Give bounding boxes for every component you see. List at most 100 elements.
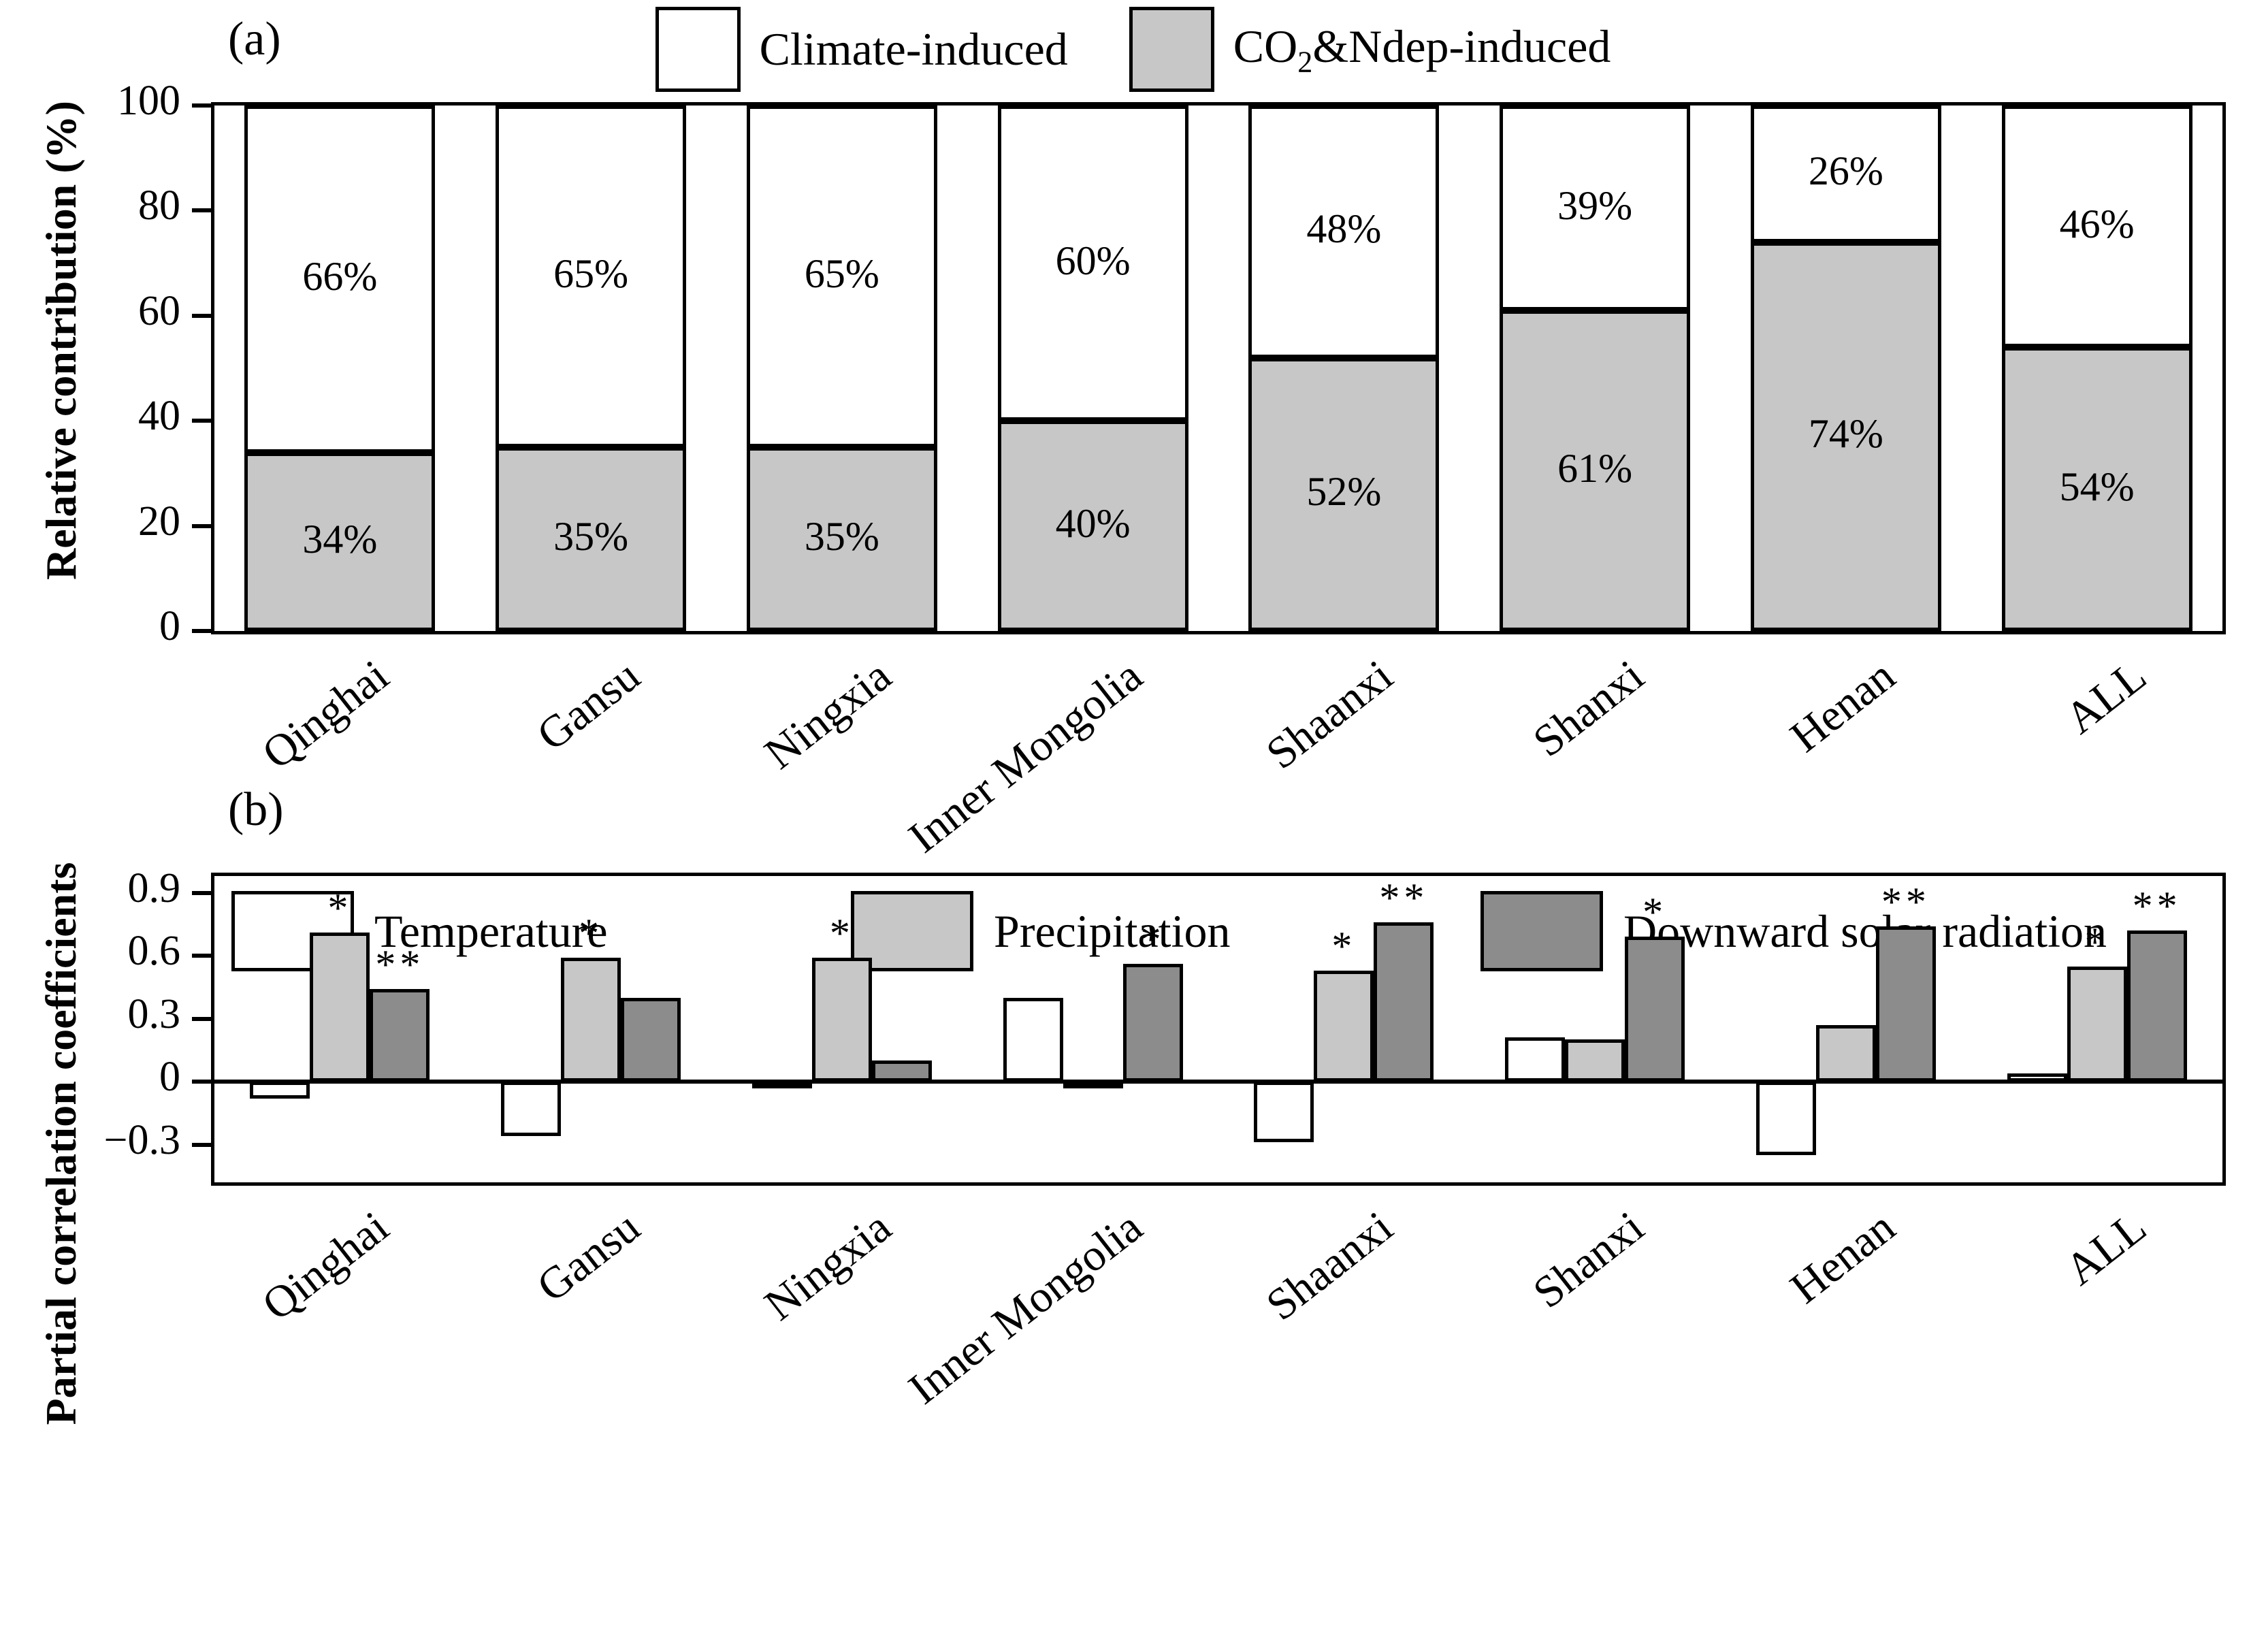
y-tick-label: 0.6 xyxy=(127,928,181,975)
co2ndep-value-label-4: 52% xyxy=(1306,469,1382,515)
legend-item-climate-induced: Climate-induced xyxy=(655,7,1068,92)
bar-co2ndep-6 xyxy=(1750,242,1941,631)
bar-precipitation-2 xyxy=(811,958,872,1082)
y-tick-mark xyxy=(192,1142,211,1147)
bar-downward-solar-radiation-0 xyxy=(370,989,430,1082)
significance-marker-5-2: * xyxy=(1642,890,1668,935)
co2ndep-value-label-6: 74% xyxy=(1808,411,1883,457)
climate-value-label-4: 48% xyxy=(1306,206,1382,252)
bar-precipitation-6 xyxy=(1815,1024,1876,1082)
bar-temperature-4 xyxy=(1254,1082,1314,1143)
precipitation-swatch xyxy=(851,891,973,971)
bar-co2ndep-3 xyxy=(997,421,1188,631)
bar-temperature-3 xyxy=(1003,997,1063,1082)
bar-temperature-0 xyxy=(250,1082,310,1099)
bar-downward-solar-radiation-2 xyxy=(871,1060,932,1082)
bar-downward-solar-radiation-1 xyxy=(621,997,681,1082)
y-tick-mark xyxy=(192,523,211,528)
panel-b-plot: Temperature Precipitation Downward solar… xyxy=(104,865,2226,1414)
y-tick-mark xyxy=(192,313,211,318)
y-tick-mark xyxy=(192,1080,211,1084)
significance-marker-4-1: * xyxy=(1331,923,1357,969)
y-tick-mark xyxy=(192,954,211,958)
bar-precipitation-4 xyxy=(1314,970,1374,1082)
y-tick-mark xyxy=(192,629,211,633)
y-tick-label: 0.9 xyxy=(127,864,181,911)
bar-climate-5 xyxy=(1500,106,1691,311)
co2ndep-value-label-0: 34% xyxy=(302,516,378,562)
y-tick-label: −0.3 xyxy=(103,1116,180,1163)
legend-item-precipitation: Precipitation xyxy=(851,891,1230,971)
bar-temperature-2 xyxy=(751,1082,812,1089)
y-tick-mark xyxy=(192,419,211,423)
bar-downward-solar-radiation-5 xyxy=(1625,937,1685,1082)
significance-marker-0-1: * xyxy=(327,886,353,931)
bar-temperature-6 xyxy=(1755,1082,1816,1155)
panel-a-label: (a) xyxy=(228,13,281,65)
bar-downward-solar-radiation-3 xyxy=(1122,964,1183,1082)
co2ndep-value-label-3: 40% xyxy=(1055,500,1131,546)
downward-solar-radiation-swatch xyxy=(1480,891,1603,971)
legend-label-downward-solar-radiation: Downward solar radiation xyxy=(1623,905,2107,957)
bar-precipitation-5 xyxy=(1565,1039,1625,1082)
significance-marker-1-1: * xyxy=(579,911,604,956)
panel-b-label: (b) xyxy=(228,783,284,836)
significance-marker-3-2: * xyxy=(1140,917,1165,962)
bar-climate-2 xyxy=(746,106,937,447)
bar-climate-0 xyxy=(244,106,436,453)
y-tick-label: 0 xyxy=(159,603,180,649)
co2ndep-value-label-5: 61% xyxy=(1557,445,1633,491)
bar-co2ndep-1 xyxy=(496,447,687,631)
bar-co2ndep-5 xyxy=(1500,310,1691,631)
co2ndep-value-label-2: 35% xyxy=(804,513,879,559)
bar-precipitation-3 xyxy=(1063,1082,1123,1089)
legend-label-precipitation: Precipitation xyxy=(994,905,1231,957)
significance-marker-4-2: ** xyxy=(1379,875,1429,920)
co2ndep-induced-swatch xyxy=(1129,7,1214,92)
y-tick-label: 20 xyxy=(138,498,180,545)
panel-a-plot: 66% 34% Qinghai 65% 35% Gansu 65% 35% Ningxia 60%… xyxy=(117,78,2226,862)
bar-co2ndep-2 xyxy=(746,447,937,631)
bar-climate-4 xyxy=(1248,106,1440,358)
significance-marker-2-1: * xyxy=(829,911,854,956)
y-tick-label: 0.3 xyxy=(127,990,181,1037)
significance-marker-6-2: ** xyxy=(1881,879,1930,924)
significance-marker-7-1: * xyxy=(2084,919,2109,965)
legend-label-co2ndep-induced: CO2&Ndep-induced xyxy=(1233,20,1611,79)
legend-label-temperature: Temperature xyxy=(374,905,608,957)
co2ndep-value-label-1: 35% xyxy=(553,513,629,559)
bar-climate-6 xyxy=(1750,106,1941,242)
bar-temperature-7 xyxy=(2007,1073,2067,1082)
y-tick-mark xyxy=(192,208,211,213)
bar-temperature-1 xyxy=(501,1082,562,1137)
significance-marker-0-2: ** xyxy=(375,942,425,988)
y-tick-label: 0 xyxy=(159,1054,180,1101)
bar-downward-solar-radiation-7 xyxy=(2126,930,2187,1082)
bar-climate-1 xyxy=(496,106,687,447)
bar-precipitation-1 xyxy=(561,958,621,1082)
y-tick-mark xyxy=(192,1016,211,1021)
climate-value-label-0: 66% xyxy=(302,253,378,299)
bar-climate-3 xyxy=(997,106,1188,421)
bar-precipitation-0 xyxy=(310,933,370,1082)
bar-co2ndep-7 xyxy=(2001,347,2192,631)
bar-co2ndep-4 xyxy=(1248,357,1440,631)
climate-value-label-3: 60% xyxy=(1055,238,1131,283)
significance-marker-7-2: ** xyxy=(2132,884,2182,929)
bar-downward-solar-radiation-6 xyxy=(1875,926,1936,1082)
legend-item-co2ndep-induced: CO2&Ndep-induced xyxy=(1129,7,1611,92)
climate-value-label-6: 26% xyxy=(1808,148,1883,194)
climate-value-label-1: 65% xyxy=(553,250,629,296)
y-tick-label: 40 xyxy=(138,393,180,440)
bar-co2ndep-0 xyxy=(244,452,436,631)
y-tick-label: 80 xyxy=(138,182,180,229)
climate-value-label-5: 39% xyxy=(1557,182,1633,228)
bar-climate-7 xyxy=(2001,106,2192,348)
bar-downward-solar-radiation-4 xyxy=(1374,922,1434,1082)
bar-precipitation-7 xyxy=(2067,966,2127,1082)
y-tick-mark xyxy=(192,890,211,895)
y-tick-mark xyxy=(192,103,211,108)
legend-item-downward-solar-radiation: Downward solar radiation xyxy=(1480,891,2107,971)
climate-value-label-2: 65% xyxy=(804,250,879,296)
